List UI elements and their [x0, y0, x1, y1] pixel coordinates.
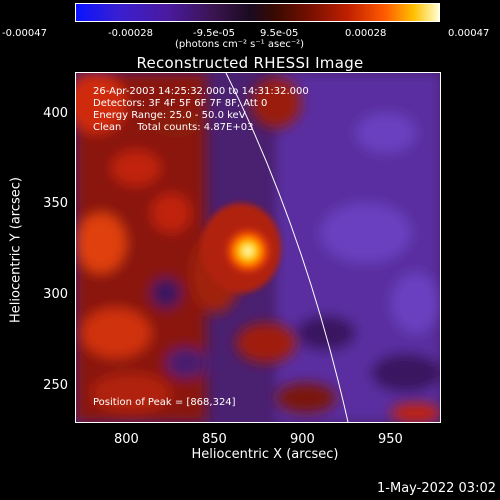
peak-position-text: Position of Peak = [868,324] [93, 397, 236, 408]
x-tick-label: 800 [114, 432, 139, 447]
energy-range-text: Energy Range: 25.0 - 50.0 keV [93, 110, 246, 121]
detectors-text: Detectors: 3F 4F 5F 6F 7F 8F, Att 0 [93, 98, 268, 109]
y-tick-label: 300 [43, 287, 68, 302]
y-axis-label: Heliocentric Y (arcsec) [8, 177, 24, 323]
x-tick-label: 950 [378, 432, 403, 447]
image-title: Reconstructed RHESSI Image [136, 54, 364, 72]
colorbar-tick: -9.5e-05 [193, 28, 235, 39]
solar-limb-curve [225, 73, 349, 422]
x-tick-label: 900 [290, 432, 315, 447]
rhessi-image-plot [75, 72, 441, 423]
x-tick-label: 850 [202, 432, 227, 447]
colorbar-tick: 9.5e-05 [260, 28, 299, 39]
colorbar-tick: -0.00047 [2, 28, 47, 39]
colorbar-tick: -0.00028 [108, 28, 153, 39]
clean-counts-text: Clean Total counts: 4.87E+03 [93, 122, 254, 133]
colorbar-tick: 0.00047 [448, 28, 490, 39]
x-axis-label: Heliocentric X (arcsec) [191, 447, 339, 462]
colorbar [75, 3, 440, 22]
time-range-text: 26-Apr-2003 14:25:32.000 to 14:31:32.000 [93, 86, 309, 97]
rhessi-image-canvas [76, 73, 440, 422]
y-tick-label: 250 [43, 378, 68, 393]
y-tick-label: 350 [43, 196, 68, 211]
colorbar-units: (photons cm⁻² s⁻¹ asec⁻²) [175, 39, 305, 50]
timestamp: 1-May-2022 03:02 [377, 481, 496, 496]
y-tick-label: 400 [43, 106, 68, 121]
colorbar-tick: 0.00028 [345, 28, 387, 39]
